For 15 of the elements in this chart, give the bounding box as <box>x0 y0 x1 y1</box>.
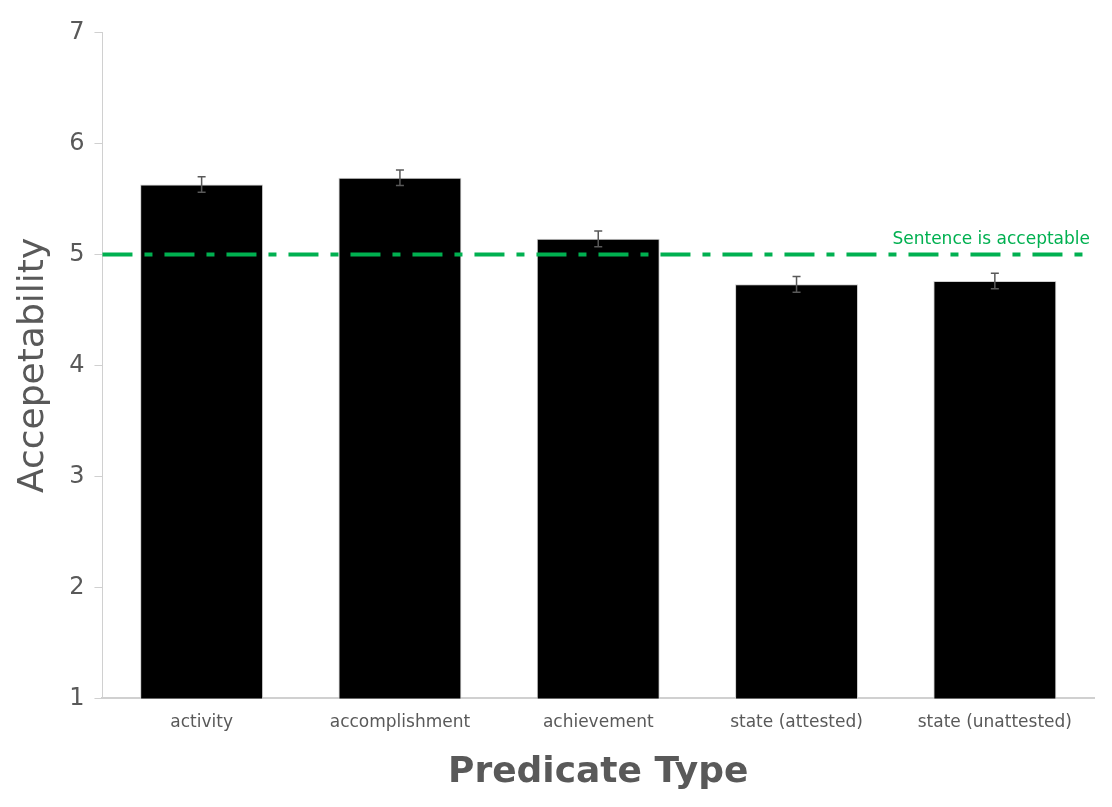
y-tick-label: 1 <box>69 682 85 711</box>
y-tick-label: 5 <box>69 238 85 267</box>
x-tick-label: achievement <box>542 711 654 732</box>
y-tick-label: 2 <box>69 571 85 600</box>
y-tick-label: 4 <box>69 349 85 378</box>
x-tick-label: state (attested) <box>730 711 863 732</box>
x-tick-label: accomplishment <box>329 711 471 732</box>
y-tick-label: 6 <box>69 127 85 156</box>
y-tick-label: 3 <box>69 460 85 489</box>
y-tick-label: 7 <box>69 16 85 45</box>
x-tick-label: state (unattested) <box>917 711 1072 732</box>
x-axis-title: Predicate Type <box>448 748 749 790</box>
x-tick-label: activity <box>170 711 233 732</box>
ref-line-label: Sentence is acceptable <box>892 228 1090 249</box>
y-axis-title: Accepetability <box>9 237 51 493</box>
